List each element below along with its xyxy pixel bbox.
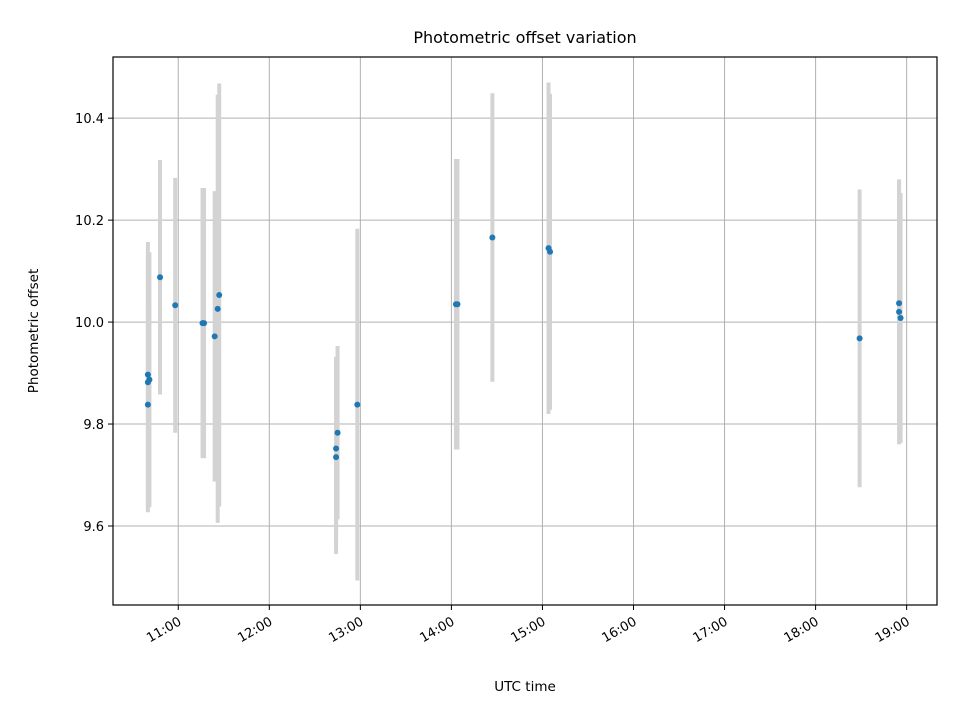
point-layer	[144, 234, 904, 461]
data-point	[896, 300, 903, 307]
data-point	[144, 371, 151, 378]
data-point	[214, 305, 221, 312]
y-tick-label: 9.6	[83, 520, 104, 535]
y-tick-label: 9.8	[83, 418, 104, 433]
data-point	[211, 333, 218, 340]
data-point	[146, 376, 153, 383]
x-tick-label: 14:00	[417, 614, 457, 646]
x-tick-label: 11:00	[144, 614, 184, 646]
y-tick-label: 10.4	[75, 112, 104, 127]
y-axis-label: Photometric offset	[26, 269, 42, 393]
data-point	[547, 248, 554, 255]
errorbar-layer	[145, 82, 903, 581]
y-tick-label: 10.2	[75, 214, 104, 229]
x-tick-label: 15:00	[509, 614, 549, 646]
x-tick-label: 18:00	[782, 614, 822, 646]
data-point	[896, 308, 903, 315]
data-point	[333, 445, 340, 452]
x-tick-label: 17:00	[691, 614, 731, 646]
data-point	[172, 302, 179, 309]
data-point	[334, 429, 341, 436]
y-tick-label: 10.0	[75, 316, 104, 331]
x-axis-label: UTC time	[494, 679, 556, 695]
x-tick-label: 13:00	[326, 614, 366, 646]
data-point	[489, 234, 496, 241]
x-tick-label: 16:00	[600, 614, 640, 646]
x-tick-label: 12:00	[235, 614, 275, 646]
data-point	[856, 335, 863, 342]
data-point	[454, 301, 461, 308]
data-point	[897, 315, 904, 322]
chart-title: Photometric offset variation	[413, 28, 636, 47]
x-tick-label: 19:00	[873, 614, 913, 646]
plot-area-frame	[112, 56, 938, 606]
data-point	[216, 292, 223, 299]
data-point	[201, 320, 208, 327]
data-point	[354, 401, 361, 408]
data-point	[333, 454, 340, 461]
data-point	[157, 274, 164, 281]
data-point	[144, 401, 151, 408]
grid-layer	[113, 57, 937, 605]
